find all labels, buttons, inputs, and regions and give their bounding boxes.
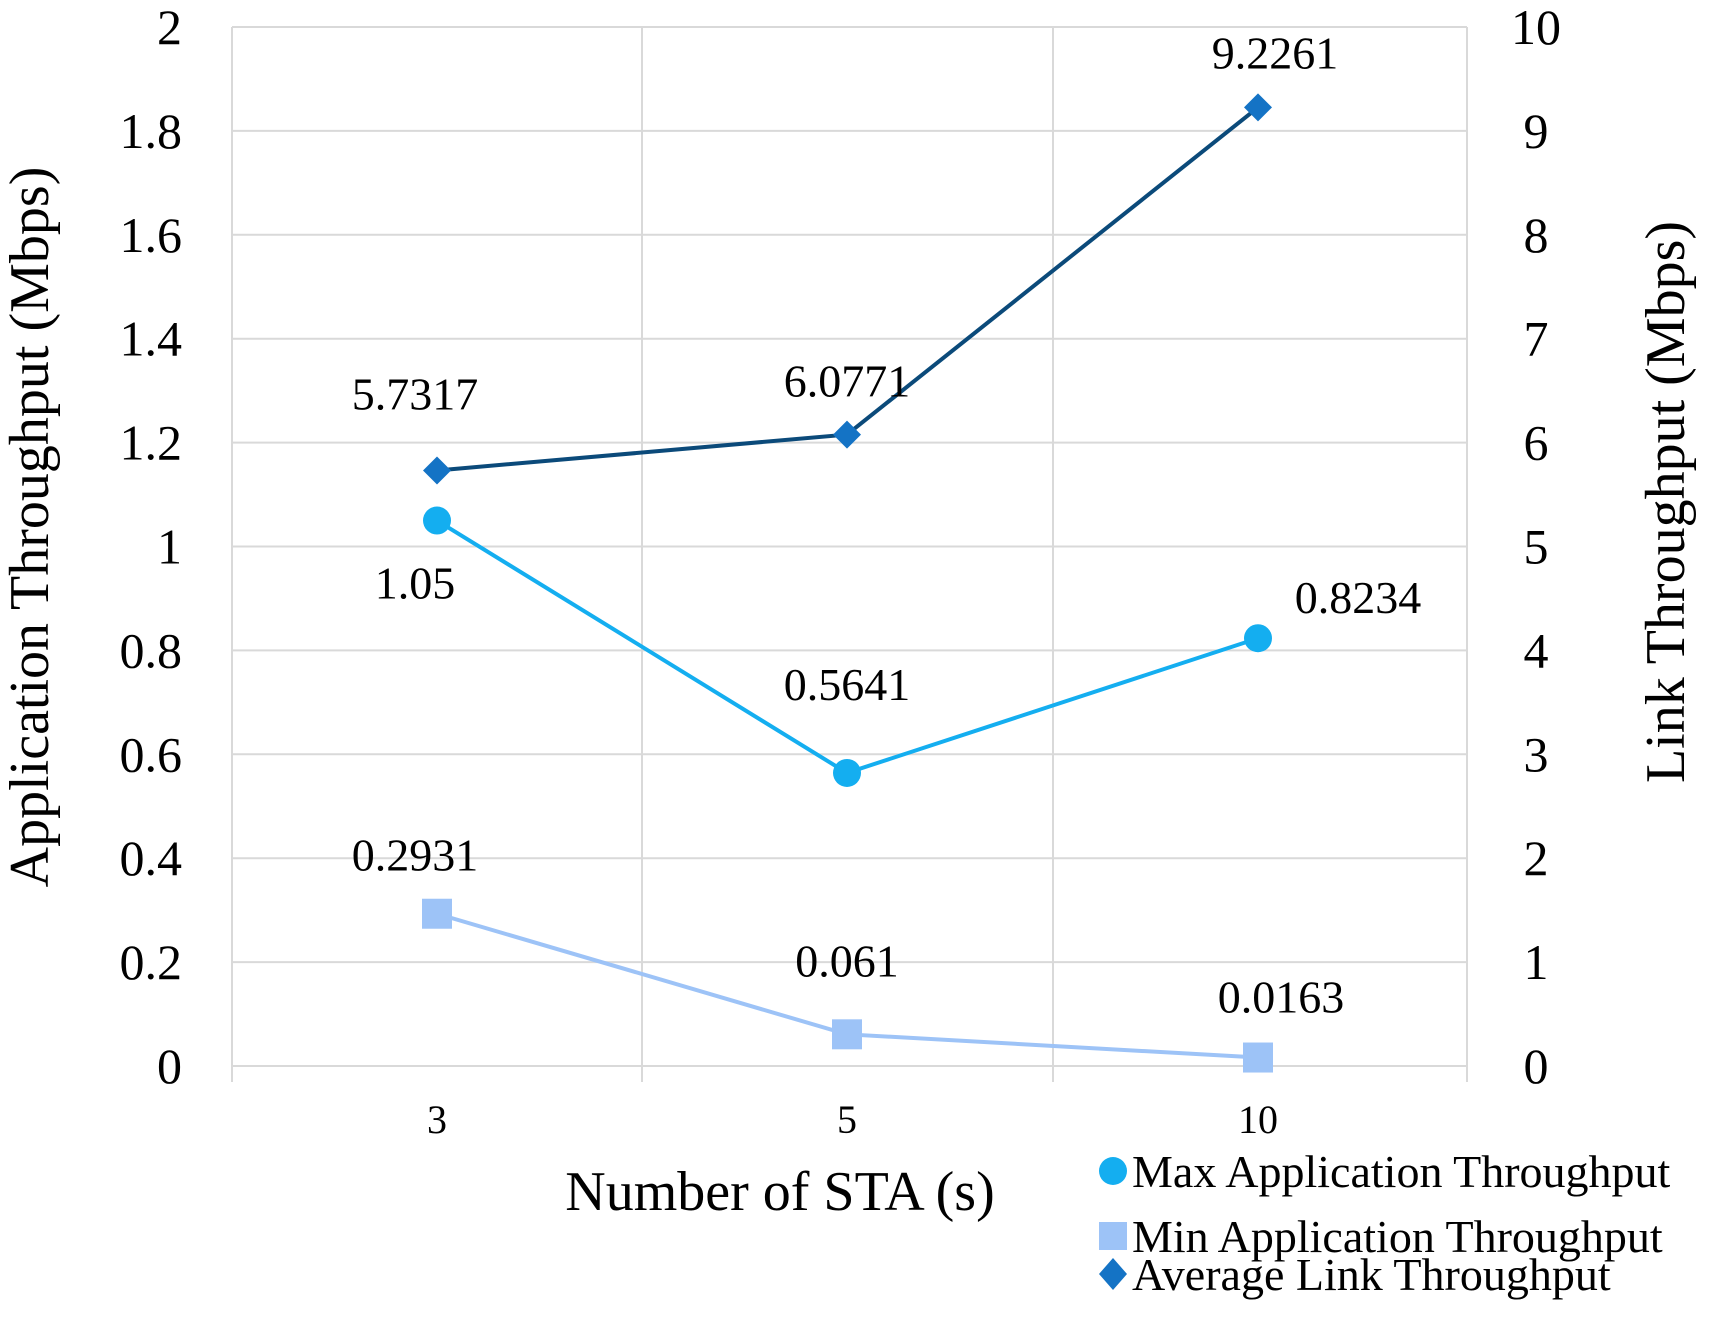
data-point-max (423, 506, 451, 535)
data-label-max: 0.8234 (1295, 572, 1422, 623)
data-label-max: 1.05 (375, 558, 456, 609)
y-right-tick-label: 6 (1524, 415, 1549, 471)
legend-circle-marker (1099, 1157, 1127, 1185)
y-left-tick-label: 0.2 (120, 934, 183, 990)
legend-square-marker (1099, 1222, 1127, 1250)
series-line-avg (436, 105, 1260, 473)
y-left-tick-label: 0.8 (120, 622, 183, 678)
data-point-min (1243, 1042, 1273, 1073)
x-tick-label: 3 (427, 1097, 447, 1142)
data-point-min (832, 1019, 862, 1050)
data-point-avg (1244, 93, 1272, 122)
legend-label-avg: Average Link Throughput (1132, 1249, 1611, 1300)
data-point-avg (833, 420, 861, 449)
y-right-tick-label: 10 (1511, 0, 1561, 55)
data-label-min: 0.061 (795, 935, 899, 986)
y-right-tick-label: 5 (1524, 519, 1549, 575)
x-axis-ticks: 3 5 10 (427, 1097, 1278, 1142)
y-right-tick-label: 0 (1524, 1038, 1549, 1094)
legend: Max Application Throughput Min Applicati… (1099, 1146, 1671, 1300)
y-left-tick-label: 0.4 (120, 830, 183, 886)
legend-item-max: Max Application Throughput (1099, 1146, 1671, 1197)
grid (231, 26, 1468, 1082)
data-point-max (833, 758, 861, 787)
data-label-min: 0.0163 (1218, 972, 1345, 1023)
data-label-avg: 5.7317 (352, 368, 479, 419)
legend-item-avg: Average Link Throughput (1099, 1249, 1611, 1300)
legend-item-min: Min Application Throughput (1099, 1211, 1663, 1262)
y-left-tick-label: 1.4 (120, 311, 183, 367)
y-right-tick-label: 9 (1524, 103, 1549, 159)
y-axis-right-title: Link Throughput (Mbps) (1635, 221, 1697, 783)
y-axis-left-ticks: 0 0.2 0.4 0.6 0.8 1 1.2 1.4 1.6 1.8 2 (120, 0, 183, 1094)
y-left-tick-label: 2 (157, 0, 182, 55)
y-axis-right-ticks: 0 1 2 3 4 5 6 7 8 9 10 (1511, 0, 1561, 1094)
legend-diamond-marker (1099, 1258, 1127, 1290)
legend-label-max: Max Application Throughput (1132, 1146, 1671, 1197)
series-layer (422, 93, 1273, 1073)
y-right-tick-label: 1 (1524, 934, 1549, 990)
legend-label-min: Min Application Throughput (1132, 1211, 1663, 1262)
x-tick-label: 10 (1238, 1097, 1278, 1142)
y-left-tick-label: 0.6 (120, 726, 183, 782)
data-label-min: 0.2931 (352, 830, 479, 881)
y-right-tick-label: 8 (1524, 207, 1549, 263)
y-right-tick-label: 2 (1524, 830, 1549, 886)
data-point-max (1244, 624, 1272, 653)
series-line-max (435, 518, 1259, 776)
data-label-avg: 9.2261 (1212, 27, 1339, 78)
data-label-avg: 6.0771 (784, 356, 911, 407)
x-axis-title: Number of STA (s) (565, 1161, 994, 1223)
x-tick-label: 5 (837, 1097, 857, 1142)
y-axis-left-title: Application Throughput (Mbps) (0, 167, 61, 888)
y-left-tick-label: 0 (157, 1038, 182, 1094)
data-point-min (422, 898, 452, 929)
data-label-max: 0.5641 (784, 659, 911, 710)
y-left-tick-label: 1.2 (120, 415, 183, 471)
y-right-tick-label: 7 (1524, 311, 1549, 367)
data-point-avg (423, 456, 451, 485)
data-labels-layer: 1.05 0.5641 0.8234 0.2931 0.061 0.0163 5.7317 6… (352, 27, 1422, 1022)
y-left-tick-label: 1 (157, 519, 182, 575)
y-left-tick-label: 1.6 (120, 207, 183, 263)
y-right-tick-label: 4 (1524, 622, 1549, 678)
y-left-tick-label: 1.8 (120, 103, 183, 159)
y-right-tick-label: 3 (1524, 726, 1549, 782)
